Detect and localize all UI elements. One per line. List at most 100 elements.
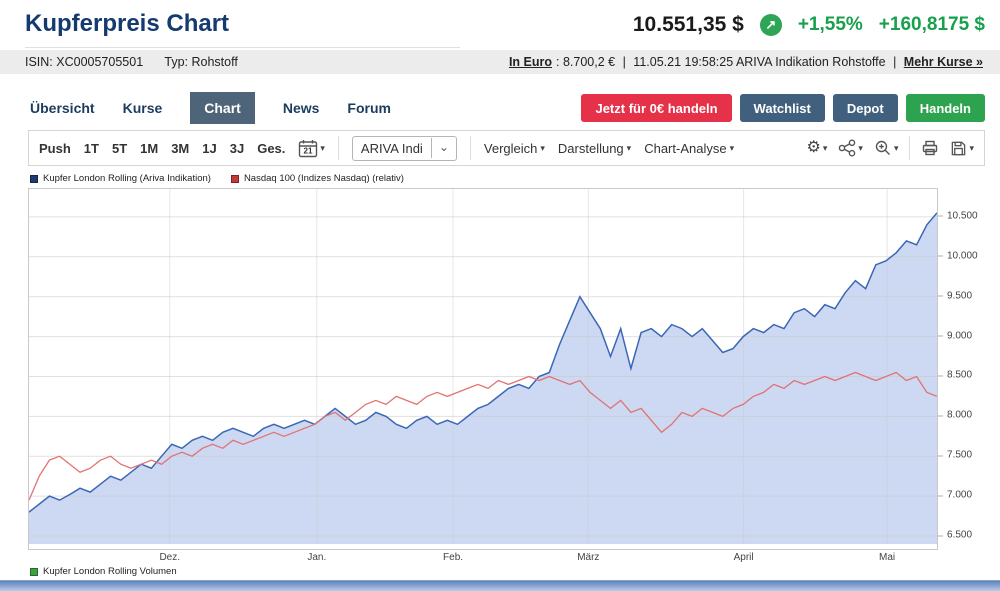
in-euro-link[interactable]: In Euro bbox=[508, 55, 552, 69]
info-bar: ISIN: XC0005705501 Typ: Rohstoff In Euro… bbox=[0, 50, 1000, 74]
printer-icon bbox=[923, 140, 938, 156]
range-1m[interactable]: 1M bbox=[140, 140, 159, 156]
volume-swatch bbox=[30, 567, 38, 576]
provider-select[interactable]: ARIVA Indi ⌄ bbox=[351, 135, 457, 161]
legend-item-kupfer: Kupfer London Rolling (Ariva Indikation) bbox=[30, 173, 211, 184]
legend-label-kupfer: Kupfer London Rolling (Ariva Indikation) bbox=[43, 173, 211, 184]
range-5t[interactable]: 5T bbox=[111, 140, 128, 156]
calendar-day: 21 bbox=[304, 146, 313, 155]
nav-actions: Jetzt für 0€ handeln Watchlist Depot Han… bbox=[581, 94, 985, 122]
calendar-picker[interactable]: 21 ▾ bbox=[298, 139, 325, 158]
chevron-down-icon: ⌄ bbox=[430, 138, 456, 158]
gear-icon: ⚙ bbox=[806, 139, 821, 156]
share-nodes-icon bbox=[839, 139, 856, 157]
volume-legend: Kupfer London Rolling Volumen bbox=[30, 566, 1000, 577]
y-tick-label: 10.500 bbox=[938, 210, 978, 222]
tab-news[interactable]: News bbox=[282, 100, 320, 116]
price-chart[interactable] bbox=[28, 188, 938, 550]
mehr-kurse-link[interactable]: Mehr Kurse » bbox=[903, 55, 983, 69]
darstellung-label: Darstellung bbox=[557, 140, 624, 156]
cta-trade-button[interactable]: Jetzt für 0€ handeln bbox=[581, 94, 732, 122]
y-axis: 6.500 7.000 7.500 8.000 8.500 9.000 9.500 10.00… bbox=[937, 188, 998, 550]
tab-kurse[interactable]: Kurse bbox=[122, 100, 163, 116]
x-axis: Dez. Jan. Feb. März April Mai bbox=[29, 550, 937, 564]
type-label: Typ: Rohstoff bbox=[164, 55, 238, 69]
page-title: Kupferpreis Chart bbox=[25, 10, 230, 37]
settings-menu[interactable]: ⚙ ▾ bbox=[807, 140, 828, 156]
caret-down-icon: ▾ bbox=[540, 142, 545, 153]
caret-down-icon: ▾ bbox=[729, 142, 735, 153]
range-push[interactable]: Push bbox=[39, 140, 71, 156]
print-button[interactable] bbox=[921, 139, 939, 157]
volume-pane-strip bbox=[0, 580, 1000, 591]
x-tick-label: Mai bbox=[878, 552, 896, 563]
tab-uebersicht[interactable]: Übersicht bbox=[30, 100, 95, 116]
vergleich-label: Vergleich bbox=[483, 140, 538, 156]
toolbar-divider bbox=[909, 136, 911, 160]
range-1j[interactable]: 1J bbox=[202, 140, 217, 156]
y-tick-label: 9.500 bbox=[937, 290, 973, 302]
x-tick-label: April bbox=[733, 552, 754, 563]
change-absolute: +160,8175 $ bbox=[878, 14, 985, 35]
toolbar-divider bbox=[469, 136, 471, 160]
legend-label-nasdaq: Nasdaq 100 (Indizes Nasdaq) (relativ) bbox=[243, 173, 404, 184]
current-price: 10.551,35 $ bbox=[632, 13, 744, 36]
caret-down-icon: ▾ bbox=[858, 142, 863, 153]
calendar-icon: 21 bbox=[299, 139, 318, 157]
chart-analyse-label: Chart-Analyse bbox=[644, 140, 727, 156]
title-block: Kupferpreis Chart bbox=[25, 10, 460, 48]
price-chart-svg bbox=[28, 189, 938, 544]
y-tick-label: 8.500 bbox=[937, 369, 973, 381]
nav-tabs: Übersicht Kurse Chart News Forum bbox=[30, 92, 391, 124]
vergleich-menu[interactable]: Vergleich ▾ bbox=[484, 141, 545, 156]
main-nav: Übersicht Kurse Chart News Forum Jetzt f… bbox=[30, 92, 985, 124]
page-header: Kupferpreis Chart 10.551,35 $ ↗ +1,55% +… bbox=[0, 0, 1000, 48]
x-tick-label: Jan. bbox=[307, 552, 327, 563]
chart-legend: Kupfer London Rolling (Ariva Indikation)… bbox=[30, 173, 1000, 184]
price-up-icon: ↗ bbox=[759, 14, 782, 36]
caret-down-icon: ▾ bbox=[626, 142, 632, 153]
y-tick-label: 9.000 bbox=[937, 330, 973, 342]
indicators-menu[interactable]: ▾ bbox=[838, 139, 863, 157]
instrument-meta: ISIN: XC0005705501 Typ: Rohstoff bbox=[25, 55, 256, 69]
tab-chart[interactable]: Chart bbox=[190, 92, 255, 124]
quote-block: 10.551,35 $ ↗ +1,55% +160,8175 $ bbox=[633, 10, 985, 37]
y-tick-label: 6.500 bbox=[937, 529, 973, 541]
caret-down-icon: ▾ bbox=[822, 142, 828, 153]
save-menu[interactable]: ▾ bbox=[950, 140, 974, 157]
range-1t[interactable]: 1T bbox=[83, 140, 99, 156]
isin-label: ISIN: XC0005705501 bbox=[25, 55, 144, 69]
x-tick-label: Dez. bbox=[159, 552, 181, 563]
save-disk-icon bbox=[952, 141, 966, 155]
zoom-menu[interactable]: ▾ bbox=[874, 139, 899, 157]
zoom-in-icon bbox=[875, 140, 890, 155]
change-percent: +1,55% bbox=[797, 14, 863, 35]
chart-analyse-menu[interactable]: Chart-Analyse ▾ bbox=[644, 141, 734, 156]
kupfer-swatch bbox=[30, 174, 38, 183]
quote-meta: In Euro : 8.700,2 € | 11.05.21 19:58:25 A… bbox=[507, 55, 985, 69]
range-3m[interactable]: 3M bbox=[171, 140, 190, 156]
volume-legend-label: Kupfer London Rolling Volumen bbox=[43, 566, 177, 577]
y-tick-label: 10.000 bbox=[938, 250, 978, 262]
separator: | bbox=[893, 55, 897, 69]
caret-down-icon: ▾ bbox=[893, 142, 899, 153]
y-tick-label: 8.000 bbox=[937, 409, 973, 421]
caret-down-icon: ▾ bbox=[320, 142, 325, 153]
depot-button[interactable]: Depot bbox=[832, 94, 898, 122]
quote-timestamp: 11.05.21 19:58:25 ARIVA Indikation Rohst… bbox=[633, 55, 886, 69]
range-3j[interactable]: 3J bbox=[229, 140, 245, 156]
in-euro-value: : 8.700,2 € bbox=[556, 55, 616, 69]
provider-select-value: ARIVA Indi bbox=[360, 140, 423, 156]
y-tick-label: 7.000 bbox=[937, 489, 973, 501]
chart-area: 6.500 7.000 7.500 8.000 8.500 9.000 9.500 10.00… bbox=[28, 188, 1000, 550]
range-ges[interactable]: Ges. bbox=[257, 140, 286, 156]
toolbar-icon-group: ⚙ ▾ ▾ ▾ bbox=[807, 136, 974, 160]
tab-forum[interactable]: Forum bbox=[347, 100, 391, 116]
darstellung-menu[interactable]: Darstellung ▾ bbox=[558, 141, 631, 156]
handeln-button[interactable]: Handeln bbox=[905, 94, 985, 122]
watchlist-button[interactable]: Watchlist bbox=[739, 94, 825, 122]
y-tick-label: 7.500 bbox=[937, 449, 973, 461]
legend-item-nasdaq: Nasdaq 100 (Indizes Nasdaq) (relativ) bbox=[230, 173, 404, 184]
nasdaq-swatch bbox=[230, 174, 239, 183]
x-tick-label: März bbox=[577, 552, 600, 563]
